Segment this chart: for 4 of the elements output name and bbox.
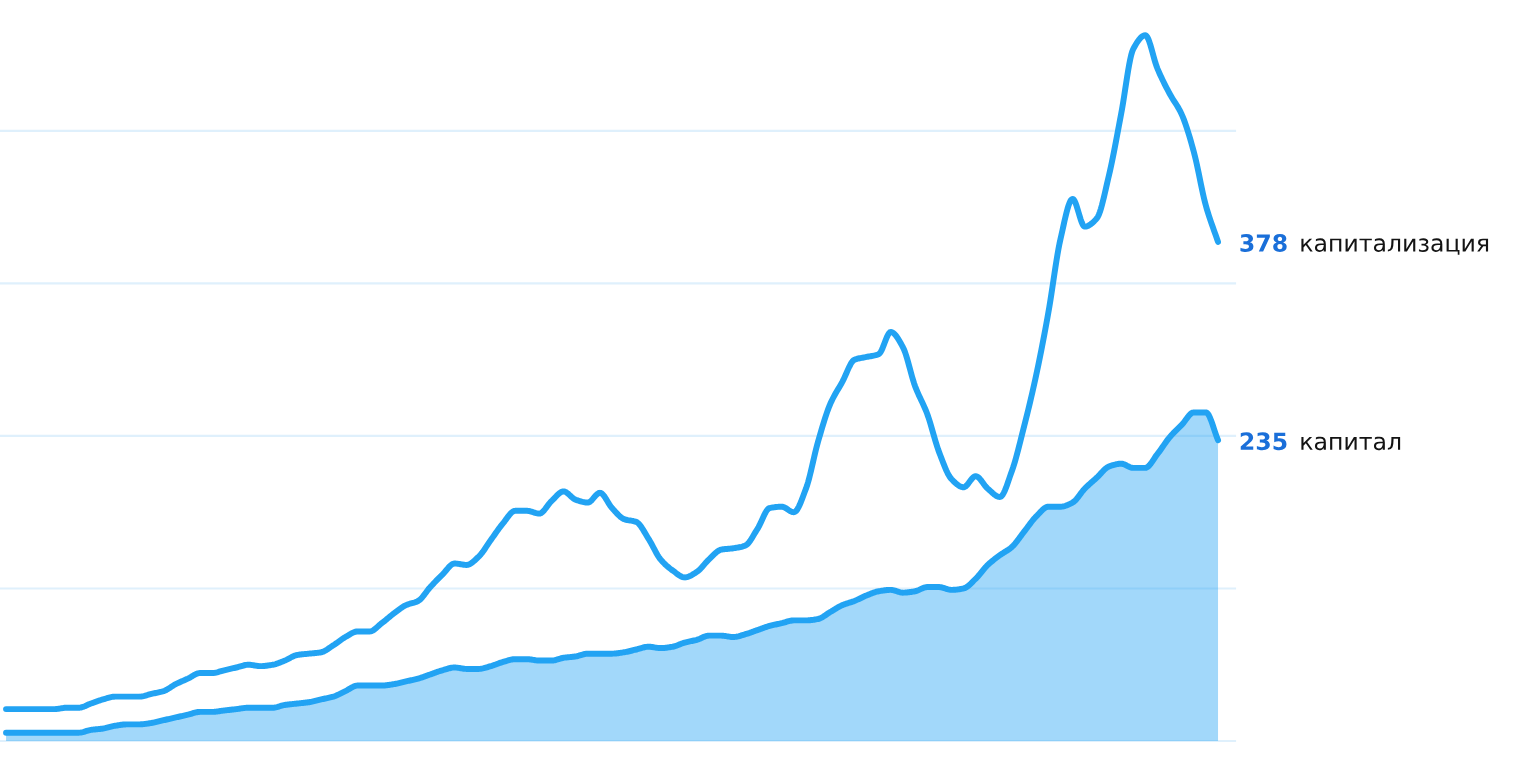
text: капитализация: [1301, 238, 1489, 255]
text: капитал: [1301, 436, 1401, 451]
data-label: 378: [1240, 234, 1287, 252]
data-label: 235: [1240, 432, 1287, 451]
